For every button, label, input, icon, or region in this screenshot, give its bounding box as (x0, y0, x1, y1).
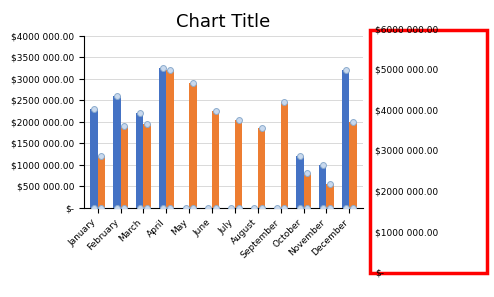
Point (212, 206, 220, 210)
Point (113, 94, 121, 98)
Point (97, 154, 105, 159)
Point (205, 206, 212, 210)
Point (97, 206, 105, 210)
Point (296, 154, 304, 159)
Point (235, 206, 243, 210)
Bar (166, 70, 174, 208)
Text: $4000 000.00: $4000 000.00 (375, 106, 439, 115)
Point (136, 111, 144, 116)
Text: $1000 000.00: $1000 000.00 (375, 228, 439, 237)
Point (303, 171, 311, 176)
Bar (281, 102, 288, 208)
Point (90, 107, 98, 111)
Bar (159, 68, 166, 208)
Point (342, 68, 350, 72)
Point (319, 162, 327, 167)
Point (212, 109, 220, 113)
Point (121, 124, 128, 129)
Text: $6000 000.00: $6000 000.00 (375, 25, 439, 34)
Bar (113, 96, 121, 208)
Point (257, 206, 265, 210)
Point (349, 206, 357, 210)
Point (189, 206, 197, 210)
Point (281, 100, 288, 105)
Point (281, 206, 288, 210)
Bar (212, 111, 219, 208)
Bar (304, 173, 311, 208)
Point (143, 206, 151, 210)
Bar (342, 70, 349, 208)
Point (326, 182, 334, 187)
Point (121, 206, 128, 210)
Point (296, 206, 304, 210)
Point (166, 68, 174, 72)
Point (182, 206, 190, 210)
Point (235, 117, 243, 122)
Text: $2000 000.00: $2000 000.00 (375, 188, 439, 197)
Point (136, 206, 144, 210)
Bar (319, 165, 327, 208)
Point (143, 121, 151, 126)
Bar (235, 120, 242, 208)
Text: $-: $- (375, 269, 384, 278)
Point (159, 206, 166, 210)
Bar (98, 156, 105, 208)
Point (257, 126, 265, 131)
Point (113, 206, 121, 210)
Point (303, 206, 311, 210)
Point (342, 206, 350, 210)
Point (166, 206, 174, 210)
Title: Chart Title: Chart Title (176, 13, 271, 31)
Point (189, 81, 197, 86)
Bar (90, 109, 98, 208)
Point (273, 206, 281, 210)
Text: $5000 000.00: $5000 000.00 (375, 66, 439, 75)
Bar (296, 156, 304, 208)
Text: $3000 000.00: $3000 000.00 (375, 147, 439, 156)
Point (349, 119, 357, 124)
Point (319, 206, 327, 210)
Bar (143, 124, 151, 208)
Point (250, 206, 258, 210)
Point (159, 66, 166, 70)
Point (90, 206, 98, 210)
Bar (349, 122, 357, 208)
Bar (327, 184, 334, 208)
Bar (189, 83, 197, 208)
Bar (121, 126, 128, 208)
Point (326, 206, 334, 210)
Point (227, 206, 235, 210)
Bar (136, 113, 143, 208)
Bar (258, 128, 265, 208)
